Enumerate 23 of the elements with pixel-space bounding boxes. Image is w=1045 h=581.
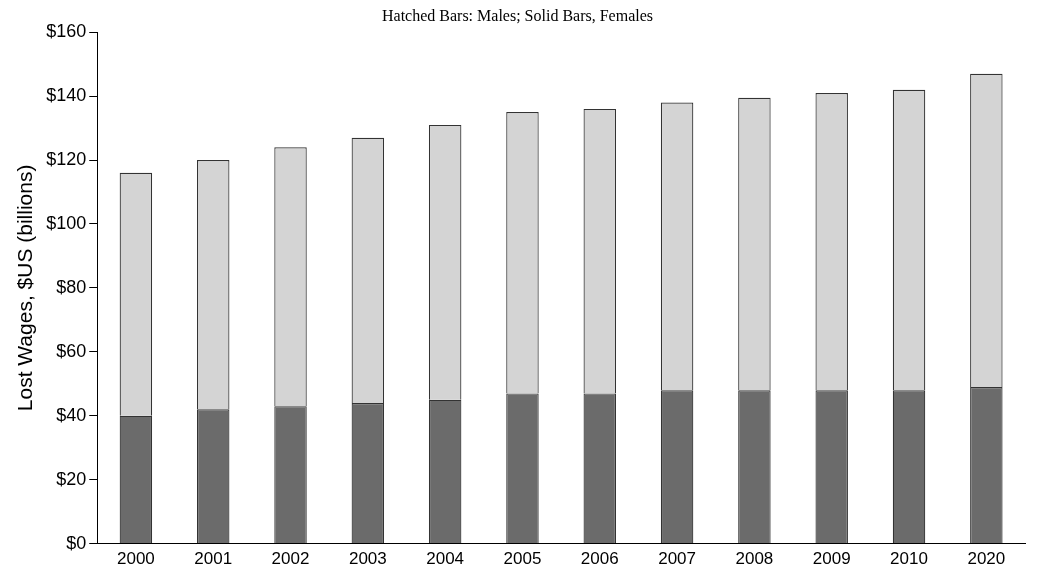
x-tick-label: 2007 bbox=[658, 549, 697, 569]
x-tick-label: 2000 bbox=[116, 549, 155, 569]
y-tick-label: $120 bbox=[46, 149, 87, 170]
x-tick-label: 2006 bbox=[580, 549, 619, 569]
x-tick-label: 2003 bbox=[348, 549, 387, 569]
y-axis-title: Lost Wages, $US (billions) bbox=[13, 164, 37, 412]
chart-title: Hatched Bars: Males; Solid Bars, Females bbox=[381, 6, 654, 24]
y-tick-label: $60 bbox=[56, 340, 87, 361]
y-tick-label: $40 bbox=[56, 404, 87, 425]
y-tick-label: $140 bbox=[46, 85, 87, 106]
x-tick-label: 2020 bbox=[967, 549, 1006, 569]
y-tick-label: $20 bbox=[56, 468, 87, 489]
x-tick-label: 2002 bbox=[271, 549, 310, 569]
x-tick-label: 2005 bbox=[503, 549, 542, 569]
y-tick-label: $80 bbox=[56, 276, 87, 297]
x-tick-label: 2009 bbox=[812, 549, 851, 569]
x-tick-label: 2004 bbox=[426, 549, 465, 569]
x-tick-label: 2008 bbox=[735, 549, 774, 569]
y-tick-label: $0 bbox=[66, 532, 87, 553]
y-tick-label: $100 bbox=[46, 212, 87, 233]
x-tick-label: 2001 bbox=[194, 549, 233, 569]
y-tick-label: $160 bbox=[46, 21, 87, 42]
x-tick-label: 2010 bbox=[890, 549, 928, 569]
